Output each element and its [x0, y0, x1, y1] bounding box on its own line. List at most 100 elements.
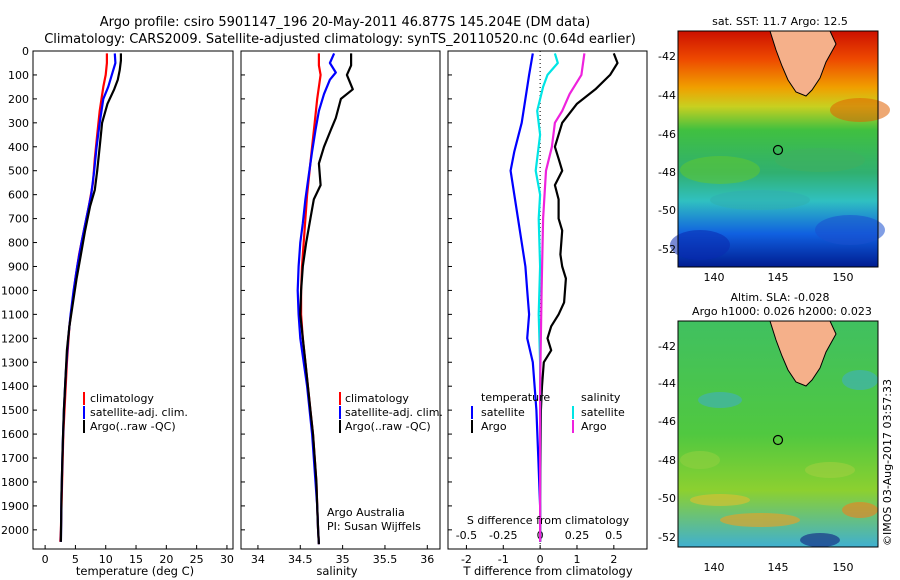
depth-tick-label: 1900: [1, 500, 29, 513]
s-difference-tick-label: 0.5: [605, 529, 623, 542]
temperature-axis-ticks: 0 5 10 15 20 25 30: [42, 545, 234, 566]
depth-tick-label: 1800: [1, 476, 29, 489]
temperature-axes-frame: [32, 50, 234, 550]
depth-tick-label: 200: [8, 93, 29, 106]
depth-tick-label: 1500: [1, 404, 29, 417]
sla-ytick: -42: [658, 340, 676, 353]
legend-label-temperature-satellite: satellite: [481, 406, 525, 419]
figure-title-line1: Argo profile: csiro 5901147_196 20-May-2…: [100, 15, 591, 30]
s-difference-tick-label: -0.25: [489, 529, 517, 542]
sst-ytick: -52: [658, 243, 676, 256]
sla-map-title1: Altim. SLA: -0.028: [730, 291, 829, 304]
annotation-pi: PI: Susan Wijffels: [327, 520, 421, 533]
legend-heading-temperature: temperature: [481, 391, 550, 404]
x-tick-label: 35.5: [373, 553, 398, 566]
temperature-axis-label: temperature (deg C): [76, 564, 194, 578]
depth-tick-label: 1400: [1, 380, 29, 393]
legend-label-temperature-argo: Argo: [481, 420, 507, 433]
sst-map-land: [769, 30, 837, 97]
x-tick-label: -1: [498, 553, 509, 566]
x-tick-label: 34: [251, 553, 265, 566]
s-difference-tick-label: 0.25: [565, 529, 590, 542]
legend-label-climatology: climatology: [345, 392, 409, 405]
series-line-argo-raw-qc: [299, 53, 354, 545]
sla-ytick: -46: [658, 415, 676, 428]
legend-label-satellite: satellite-adj. clim.: [90, 406, 188, 419]
legend-label-salinity-satellite: satellite: [581, 406, 625, 419]
temperature-legend: climatology satellite-adj. clim. Argo(..…: [83, 392, 188, 433]
sst-xtick: 145: [768, 271, 789, 284]
difference-legend: temperature satellite Argo salinity sate…: [471, 391, 625, 433]
depth-tick-label: 500: [8, 165, 29, 178]
sla-texture: [680, 370, 878, 547]
series-line-temperature-argo: [538, 53, 619, 542]
x-tick-label: 0: [42, 553, 49, 566]
difference-axes-frame: [447, 50, 648, 550]
legend-label-satellite: satellite-adj. clim.: [345, 406, 443, 419]
copyright-timestamp: ©IMOS 03-Aug-2017 03:57:33: [881, 379, 894, 546]
sla-ytick: -48: [658, 454, 676, 467]
s-difference-axis-ticks: -0.5-0.2500.250.5: [456, 529, 623, 542]
figure-title-line2: Climatology: CARS2009. Satellite-adjuste…: [44, 32, 636, 47]
series-line-temperature-satellite: [509, 53, 542, 542]
legend-label-climatology: climatology: [90, 392, 154, 405]
salinity-series: [296, 52, 354, 545]
t-difference-axis-ticks: -2 -1 0 1 2: [448, 50, 617, 566]
depth-tick-label: 1200: [1, 332, 29, 345]
depth-axis-ticks: 0 100 200 300 400 500 600 700 800 900 1000 1100 1200…: [1, 45, 37, 537]
x-tick-label: 5: [72, 553, 79, 566]
depth-tick-label: 700: [8, 213, 29, 226]
sst-ytick: -50: [658, 204, 676, 217]
sst-map-frame: [677, 30, 879, 268]
sst-ytick: -48: [658, 166, 676, 179]
s-difference-axis-label: S difference from climatology: [467, 514, 630, 527]
sla-xtick: 140: [704, 561, 725, 574]
series-line-salinity-argo: [538, 53, 586, 542]
salinity-axis-label: salinity: [316, 564, 357, 578]
x-tick-label: 1: [573, 553, 580, 566]
sst-map: sat. SST: 11.7 Argo: 12.5 -42 -44 -46 -4…: [658, 15, 890, 284]
annotation-argo-australia: Argo Australia: [327, 506, 405, 519]
sst-texture: [670, 98, 890, 260]
s-difference-tick-label: -0.5: [456, 529, 477, 542]
x-tick-label: 35: [336, 553, 350, 566]
temperature-panel: 0100200300400500600700800900100011001200…: [1, 45, 234, 578]
legend-label-salinity-argo: Argo: [581, 420, 607, 433]
depth-tick-label: 1600: [1, 428, 29, 441]
depth-tick-label: 1300: [1, 356, 29, 369]
salinity-legend: climatology satellite-adj. clim. Argo(..…: [339, 392, 443, 433]
sst-ytick: -46: [658, 128, 676, 141]
depth-tick-label: 100: [8, 69, 29, 82]
legend-label-argo: Argo(..raw -QC): [345, 420, 431, 433]
sla-map-title2: Argo h1000: 0.026 h2000: 0.023: [692, 305, 872, 318]
temperature-series: [59, 53, 123, 542]
sla-xtick: 150: [833, 561, 854, 574]
salinity-axis-ticks: 34 34.5 35 35.5 36: [241, 50, 434, 566]
depth-tick-label: 300: [8, 117, 29, 130]
depth-tick-label: 1000: [1, 284, 29, 297]
sst-map-title: sat. SST: 11.7 Argo: 12.5: [712, 15, 848, 28]
depth-tick-label: 1100: [1, 308, 29, 321]
legend-heading-salinity: salinity: [581, 391, 621, 404]
x-tick-label: 20: [159, 553, 173, 566]
sst-argo-marker: [772, 144, 784, 156]
x-tick-label: 10: [99, 553, 113, 566]
sla-argo-marker: [772, 434, 784, 446]
x-tick-label: 30: [220, 553, 234, 566]
sst-xtick: 150: [833, 271, 854, 284]
x-tick-label: 15: [129, 553, 143, 566]
depth-tick-label: 900: [8, 260, 29, 273]
sla-ytick: -52: [658, 531, 676, 544]
legend-label-argo: Argo(..raw -QC): [90, 420, 176, 433]
x-tick-label: 0: [537, 553, 544, 566]
depth-tick-label: 800: [8, 237, 29, 250]
x-tick-label: 2: [610, 553, 617, 566]
depth-tick-label: 600: [8, 189, 29, 202]
depth-tick-label: 400: [8, 141, 29, 154]
sla-map-frame: [677, 320, 879, 548]
x-tick-label: -2: [461, 553, 472, 566]
salinity-axes-frame: [240, 50, 441, 550]
t-difference-axis-label: T difference from climatology: [462, 564, 633, 578]
depth-tick-label: 0: [22, 45, 29, 58]
